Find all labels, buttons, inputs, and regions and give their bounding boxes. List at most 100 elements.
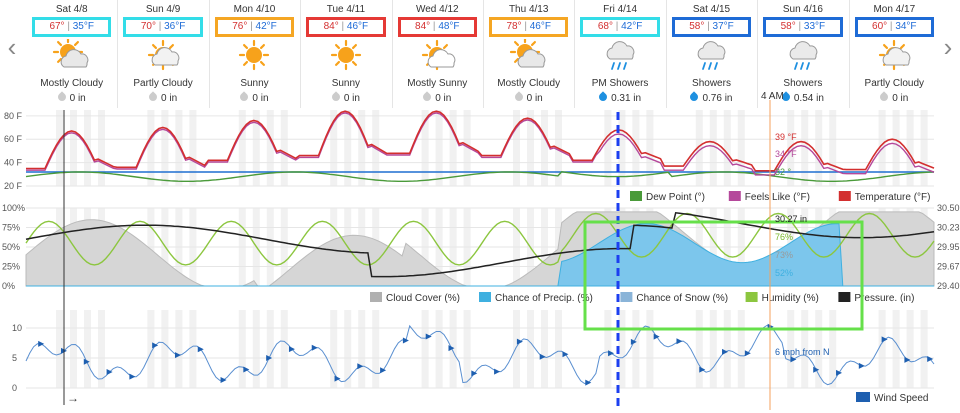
hour-band [238,110,246,186]
hour-band [463,208,471,286]
temp-separator: | [430,21,439,32]
hour-band [815,310,823,388]
condition-label: PM Showers [591,78,649,89]
wind-direction-marker [767,323,774,330]
hour-band [435,110,443,186]
hour-band [252,208,260,286]
temp-range-box: 78° | 46°F [489,17,569,37]
wind-direction-marker [106,368,113,375]
day-separator [848,0,850,108]
wind-speed-line [25,324,935,386]
wind-direction-marker [243,366,250,373]
hour-band [892,110,900,186]
hour-band [84,208,91,286]
cursor-readout: 32 ° [775,167,792,177]
precip-value: 0 in [435,93,452,104]
low-temp: 42°F [255,21,277,32]
temp-separator: | [704,21,713,32]
hour-band [189,310,197,388]
condition-label: Mostly Cloudy [40,78,104,89]
high-temp: 58° [689,21,705,32]
temp-separator: | [612,21,622,32]
next-arrow-icon[interactable]: › [943,32,953,62]
day-column[interactable]: Mon 4/10 76° | 42°F Sunny 0 in [209,0,300,108]
hour-band [878,208,886,286]
precip-value: 0.54 in [793,93,824,104]
day-column[interactable]: Sun 4/16 58° | 33°F Showers 0.54 in [757,0,848,108]
mostly-cloudy-icon [52,36,88,68]
low-temp: 35°F [72,21,94,32]
day-date: Mon 4/17 [873,4,916,15]
cursor-readout: 76% [775,232,793,242]
day-date: Sun 4/9 [145,4,181,15]
high-temp: 84° [323,21,339,32]
temp-separator: | [64,21,73,32]
high-temp: 58° [780,21,796,32]
temp-separator: | [247,21,256,32]
day-column[interactable]: Mon 4/17 60° | 34°F Partly Cloudy 0 in [849,0,940,108]
hour-band [463,310,471,388]
hour-band [541,310,548,388]
hour-band [541,208,548,286]
legend-swatch [479,292,491,302]
hour-band [618,310,626,388]
day-column[interactable]: Tue 4/11 84° | 46°F Sunny 0 in [300,0,391,108]
hour-band [695,110,703,186]
prev-arrow-icon[interactable]: ‹ [7,32,17,62]
hour-band [435,310,443,388]
temp-separator: | [155,21,165,32]
day-date: Sat 4/8 [55,4,88,15]
precip-amount: 0 in [117,91,208,105]
hour-band [252,110,260,186]
hour-band [84,110,91,186]
hour-band [147,208,155,286]
legend-label: Feels Like (°F) [745,192,810,203]
y-tick-label: 40 F [4,158,23,168]
hour-band [161,208,169,286]
y-tick-label: 0 [12,383,17,393]
temp-range-box: 68° | 42°F [580,17,660,37]
day-separator [391,0,393,108]
hour-band [358,208,366,286]
wind-direction-marker [220,377,227,384]
precip-amount: 0 in [849,91,940,105]
legend-swatch [838,292,851,302]
hour-band [372,110,380,186]
y-tick-label: 10 [12,323,22,333]
y-tick-label: 0% [2,281,15,291]
high-temp: 84° [415,21,431,32]
hour-band [646,208,654,286]
hour-band [709,110,717,186]
hour-band [920,208,928,286]
legend-swatch [745,292,758,302]
highlight-box [583,220,864,331]
hour-band [280,310,288,388]
hour-band [723,208,731,286]
day-column[interactable]: Sat 4/15 58° | 37°F Showers 0.76 in [666,0,757,108]
hour-band [56,110,63,186]
day-column[interactable]: Wed 4/12 84° | 48°F Mostly Sunny 0 in [392,0,483,108]
wind-direction-marker [380,367,387,374]
hour-band [449,208,457,286]
wind-direction-marker [904,356,911,363]
hour-band [878,310,886,388]
hour-band [815,208,823,286]
wind-direction-marker [927,356,934,363]
precip-amount: 0 in [483,91,574,105]
day-column[interactable]: Sat 4/8 67° | 35°F Mostly Cloudy 0 in [26,0,117,108]
temp-range-box: 60° | 34°F [854,17,934,37]
y-tick-label: 60 F [4,134,23,144]
hour-band [906,208,914,286]
wind-direction-marker [288,346,295,353]
wind-direction-marker [744,350,751,357]
day-column[interactable]: Sun 4/9 70° | 36°F Partly Cloudy 0 in [117,0,208,108]
day-column[interactable]: Thu 4/13 78° | 46°F Mostly Cloudy 0 in [483,0,574,108]
day-date: Mon 4/10 [233,4,276,15]
hour-band [787,310,795,388]
dew-point-line [25,171,935,182]
day-column[interactable]: Fri 4/14 68° | 42°F PM Showers 0.31 in [574,0,665,108]
wind-direction-marker [152,342,159,349]
day-date: Sun 4/16 [782,4,823,15]
hour-band [56,310,63,388]
raindrop-icon [688,91,701,103]
